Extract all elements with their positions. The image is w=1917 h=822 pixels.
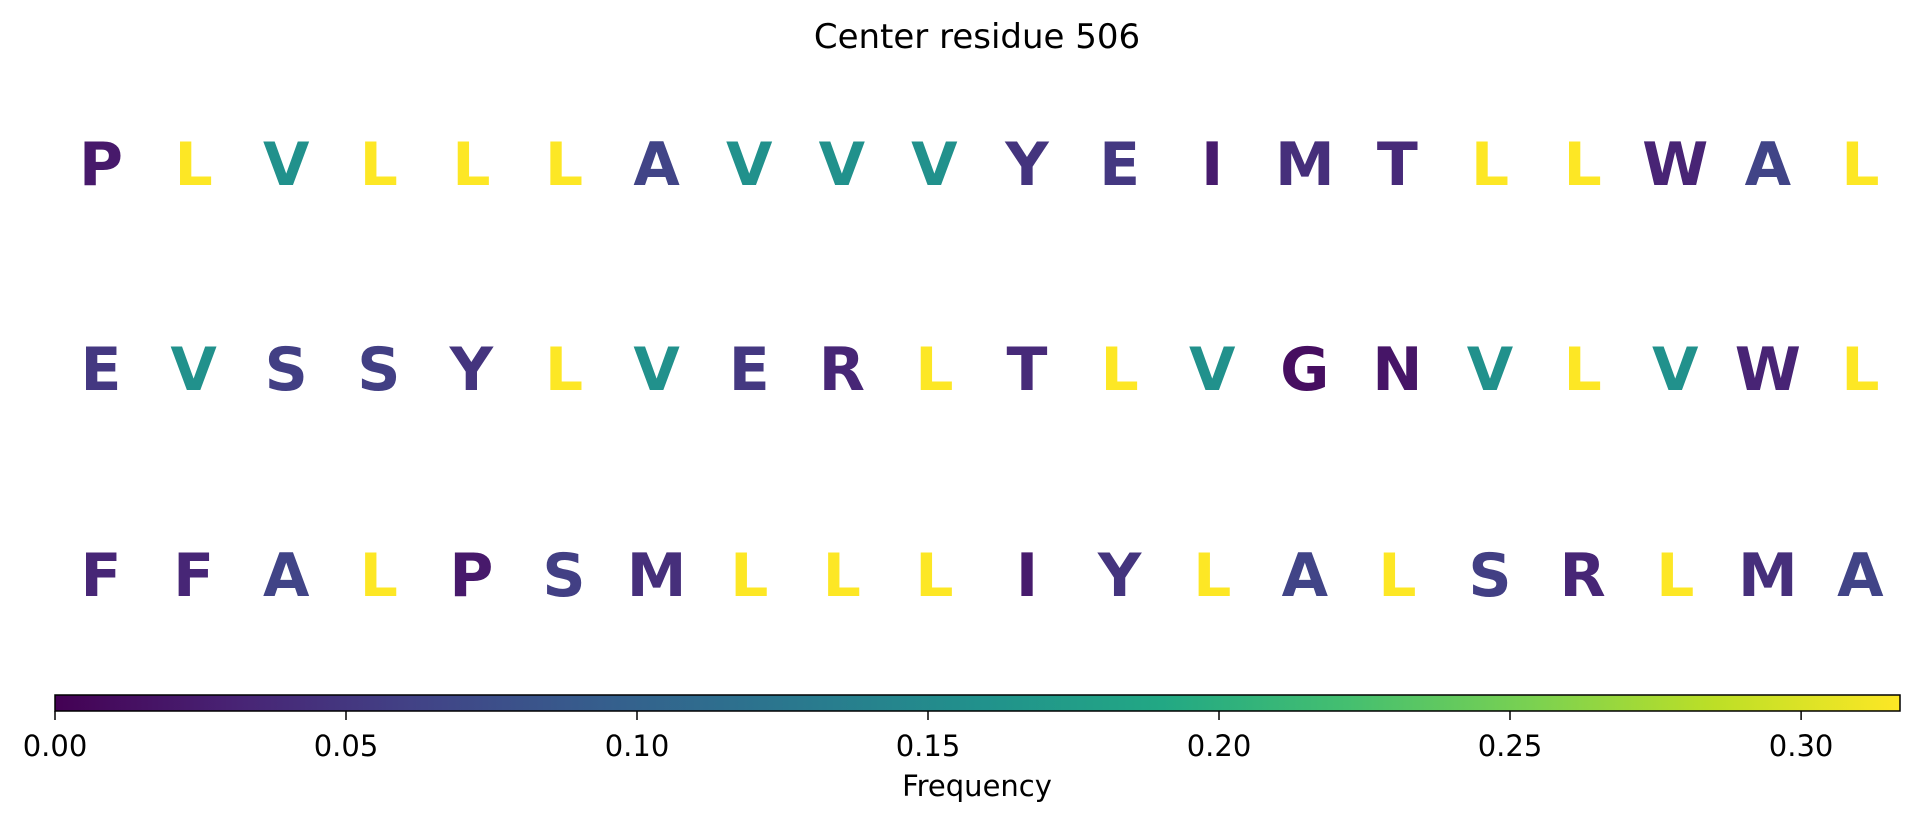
residue-letter: A (1837, 541, 1884, 611)
residue-letter: L (1563, 130, 1601, 200)
chart-title: Center residue 506 (814, 17, 1140, 57)
colorbar-tick-label: 0.30 (1769, 729, 1834, 763)
residue-letter: A (1282, 541, 1329, 611)
residue-letter: S (542, 541, 585, 611)
residue-letter: M (1275, 130, 1335, 200)
residue-letter: V (726, 130, 773, 200)
residue-letter: L (1841, 130, 1879, 200)
residue-letter: S (357, 335, 400, 405)
residue-letter: L (1563, 335, 1601, 405)
residue-letter: V (263, 130, 310, 200)
residue-letter: L (1378, 541, 1416, 611)
colorbar-tick-label: 0.20 (1187, 729, 1252, 763)
residue-letter: E (1099, 130, 1140, 200)
colorbar-tick-label: 0.00 (23, 729, 88, 763)
residue-letter: V (1467, 335, 1514, 405)
residue-letter: V (1189, 335, 1236, 405)
residue-letter: L (545, 335, 583, 405)
residue-letter: R (1559, 541, 1605, 611)
residue-letter: M (1738, 541, 1798, 611)
residue-letter: L (545, 130, 583, 200)
residue-letter: L (1841, 335, 1879, 405)
residue-letter: V (911, 130, 958, 200)
residue-letter: F (173, 541, 214, 611)
colorbar-tick-label: 0.10 (605, 729, 670, 763)
residue-letter: A (263, 541, 310, 611)
residue-letter: N (1372, 335, 1422, 405)
residue-letter: Y (1097, 541, 1143, 611)
residue-letter: L (915, 541, 953, 611)
residue-letter: T (1007, 335, 1048, 405)
residue-letter: I (1201, 130, 1223, 200)
residue-letter: A (633, 130, 680, 200)
colorbar: 0.00 0.05 0.10 0.15 0.20 0.25 0.30 Frequency (23, 694, 1901, 803)
colorbar-tick-label: 0.25 (1478, 729, 1543, 763)
residue-letter: V (819, 130, 866, 200)
residue-letter: S (265, 335, 308, 405)
residue-letter: I (1016, 541, 1038, 611)
residue-letter: P (449, 541, 493, 611)
colorbar-frame (54, 694, 1901, 712)
residue-letter: E (81, 335, 122, 405)
residue-letter: T (1377, 130, 1418, 200)
letters-grid: P L V L L L A V V V Y E I M T L L W A LE V S S Y L V E R L T L V G N V L V W L… (79, 130, 1884, 611)
residue-letter: Y (1004, 130, 1050, 200)
residue-letter: W (1735, 335, 1801, 405)
colorbar-ticks: 0.00 0.05 0.10 0.15 0.20 0.25 0.30 (23, 711, 1834, 763)
residue-letter: V (1652, 335, 1699, 405)
residue-letter: L (730, 541, 768, 611)
residue-letter: L (452, 130, 490, 200)
residue-letter: S (1468, 541, 1511, 611)
colorbar-tick-label: 0.15 (896, 729, 961, 763)
residue-letter: V (170, 335, 217, 405)
colorbar-label: Frequency (902, 769, 1052, 803)
residue-letter: Y (449, 335, 495, 405)
residue-letter: E (729, 335, 770, 405)
residue-letter: L (1656, 541, 1694, 611)
colorbar-tick-label: 0.05 (314, 729, 379, 763)
residue-letter: L (823, 541, 861, 611)
residue-letter: L (174, 130, 212, 200)
residue-letter: G (1280, 335, 1329, 405)
residue-letter: F (81, 541, 122, 611)
residue-letter: P (79, 130, 123, 200)
residue-letter: L (1471, 130, 1509, 200)
colorbar-gradient (55, 695, 1900, 711)
residue-letter: M (627, 541, 687, 611)
residue-letter: L (1100, 335, 1138, 405)
residue-letter: A (1745, 130, 1792, 200)
residue-letter: L (360, 541, 398, 611)
residue-letter: L (360, 130, 398, 200)
residue-letter: V (633, 335, 680, 405)
residue-letter: W (1642, 130, 1708, 200)
residue-letter: R (819, 335, 865, 405)
residue-letter: L (1193, 541, 1231, 611)
residue-letter: L (915, 335, 953, 405)
